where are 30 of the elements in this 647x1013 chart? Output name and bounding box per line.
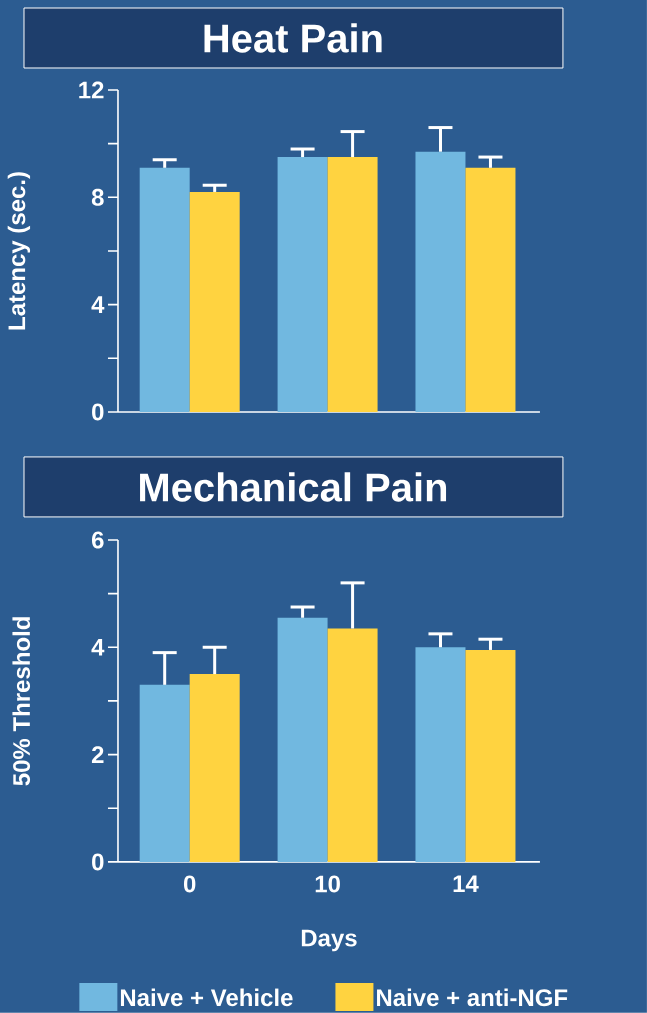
x-axis-title: Days: [301, 929, 357, 952]
x-tick-label: 14: [453, 875, 479, 892]
y-axis-title: 50% Threshold: [12, 617, 31, 786]
y-tick-label: 4: [91, 296, 105, 313]
bar: [139, 167, 190, 412]
chart-title: Heat Pain: [204, 23, 382, 53]
bar: [415, 151, 466, 412]
bar: [327, 157, 378, 412]
bar: [327, 628, 378, 862]
y-tick-label: 6: [92, 531, 104, 549]
bar: [189, 674, 240, 862]
y-tick-label: 8: [91, 188, 104, 206]
bar: [189, 191, 240, 412]
y-tick-label: 12: [79, 81, 104, 99]
chart-title: Mechanical Pain: [140, 472, 447, 502]
y-tick-label: 0: [92, 853, 104, 871]
legend-label: Naive + Vehicle: [121, 988, 293, 1007]
y-axis-title: Latency (sec.): [7, 172, 31, 330]
bar: [277, 617, 328, 862]
y-tick-label: 4: [91, 639, 105, 656]
bar: [277, 157, 328, 412]
bar: [415, 647, 466, 862]
bar: [465, 167, 516, 412]
x-tick-label: 0: [184, 875, 196, 893]
legend-label: Naive + anti-NGF: [377, 988, 568, 1007]
y-tick-label: 2: [91, 746, 104, 763]
bar: [139, 684, 190, 862]
bar: [465, 649, 516, 862]
y-tick-label: 0: [92, 403, 104, 421]
x-tick-label: 10: [315, 875, 340, 893]
